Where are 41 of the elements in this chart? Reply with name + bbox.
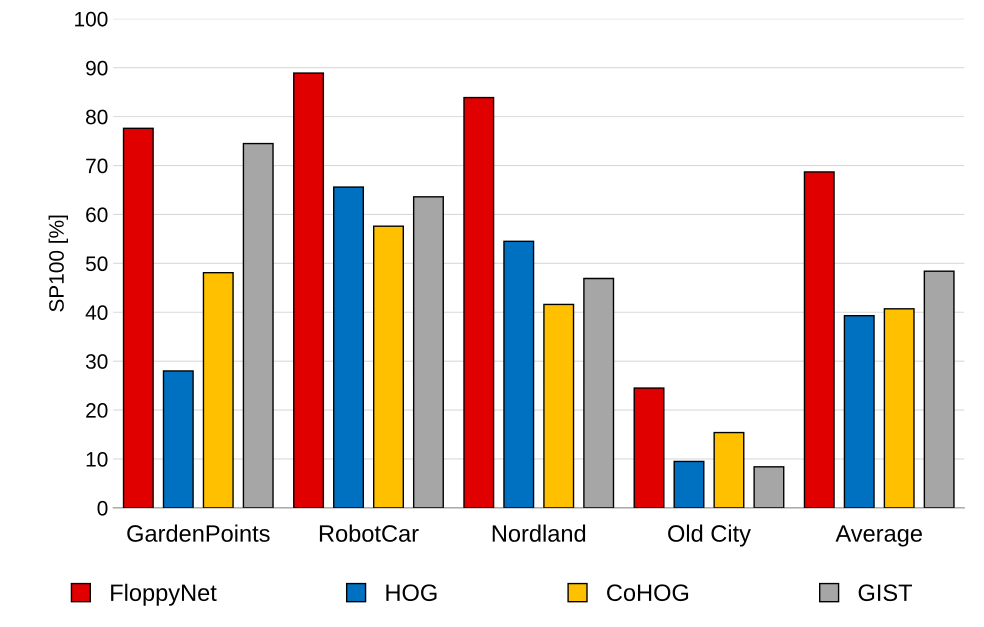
bar — [202, 272, 234, 508]
x-tick-label: GardenPoints — [127, 524, 270, 542]
y-tick-label: 10 — [86, 452, 108, 467]
y-tick-label: 40 — [86, 305, 108, 320]
bar — [583, 278, 614, 508]
legend-label: CoHOG — [607, 584, 688, 602]
bar — [804, 171, 835, 508]
y-tick-label: 0 — [98, 500, 108, 516]
legend-label: GIST — [858, 584, 912, 602]
bar — [884, 308, 915, 508]
bar — [844, 314, 875, 508]
x-tick-label: RobotCar — [320, 524, 419, 542]
bar — [634, 387, 665, 508]
bar — [753, 466, 784, 508]
bar — [372, 225, 404, 508]
bar — [503, 240, 534, 508]
bar — [412, 196, 444, 508]
x-tick-label: Average — [835, 525, 922, 547]
y-tick-label: 70 — [86, 158, 108, 174]
y-tick-label: 20 — [86, 403, 108, 418]
x-tick-label: Old City — [668, 524, 751, 547]
y-tick-label: 80 — [86, 110, 108, 124]
bar — [122, 128, 154, 508]
x-tick-label: Nordland — [492, 524, 586, 542]
bar — [242, 142, 274, 508]
bar — [543, 304, 574, 508]
bar — [162, 370, 194, 508]
legend-label: FloppyNet — [111, 584, 217, 606]
bar — [713, 432, 744, 508]
bar — [293, 72, 324, 508]
y-tick-label: 60 — [86, 207, 108, 222]
bar — [463, 96, 494, 508]
legend-label: HOG — [386, 584, 436, 602]
bar — [673, 460, 704, 508]
y-tick-label: 90 — [86, 60, 108, 76]
y-tick-label: 100 — [75, 12, 108, 27]
y-axis-title: SP100 [%] — [48, 216, 68, 312]
bar — [333, 186, 364, 508]
y-tick-label: 30 — [86, 354, 108, 369]
bar — [924, 270, 955, 508]
y-tick-label: 50 — [86, 256, 108, 272]
